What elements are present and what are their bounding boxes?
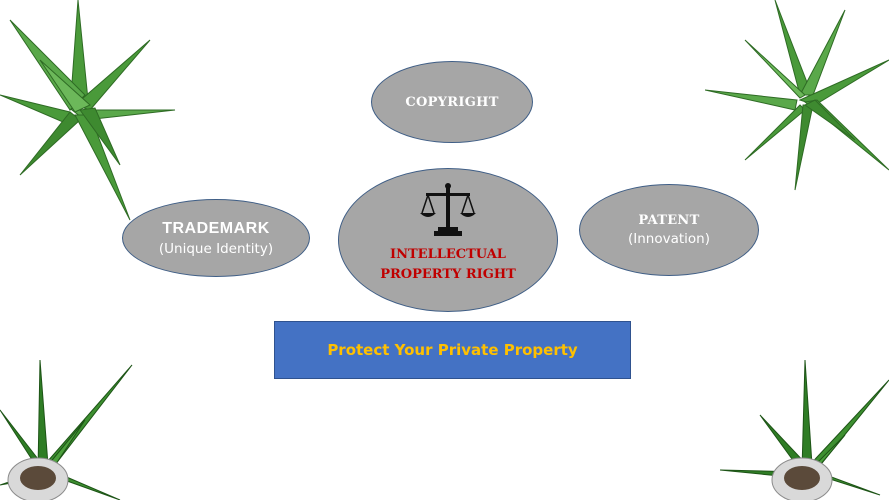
potted-plant-bottom-right-icon [720, 360, 889, 500]
protect-banner: Protect Your Private Property [274, 321, 631, 379]
potted-plant-bottom-left-icon [0, 360, 133, 500]
banner-text: Protect Your Private Property [327, 341, 578, 359]
plant-top-right-icon [705, 0, 889, 191]
trademark-title: TRADEMARK [162, 219, 270, 237]
scales-of-justice-icon [420, 183, 476, 236]
patent-node: PATENT (Innovation) [579, 184, 759, 276]
intellectual-property-node: INTELLECTUAL PROPERTY RIGHT [338, 168, 558, 312]
copyright-title: COPYRIGHT [405, 94, 499, 110]
patent-subtitle: (Innovation) [627, 231, 710, 247]
plant-top-left-icon [0, 0, 176, 221]
trademark-subtitle: (Unique Identity) [158, 240, 274, 257]
center-title-line2: PROPERTY RIGHT [380, 267, 516, 282]
copyright-node: COPYRIGHT [371, 61, 533, 143]
trademark-node: TRADEMARK (Unique Identity) [122, 199, 310, 277]
center-title-line1: INTELLECTUAL [390, 247, 506, 262]
patent-title: PATENT [638, 213, 700, 228]
